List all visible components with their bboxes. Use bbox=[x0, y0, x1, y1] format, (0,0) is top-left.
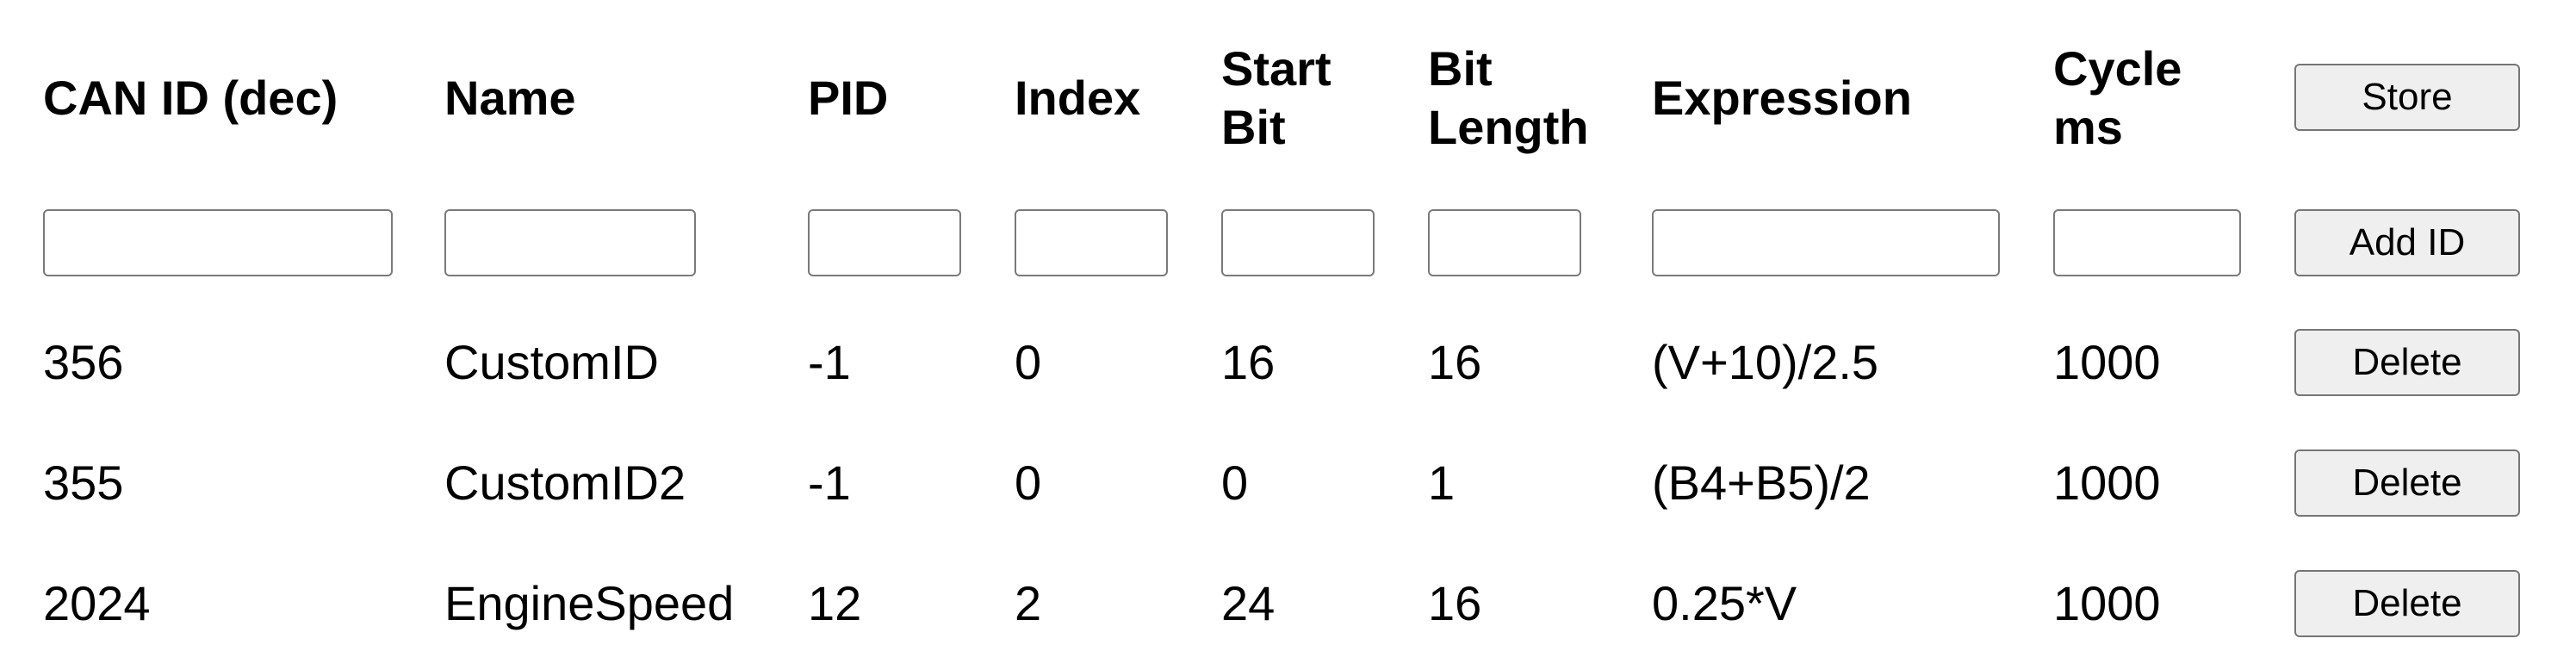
header-bit-length: Bit Length bbox=[1428, 41, 1589, 154]
can-id-input[interactable] bbox=[43, 209, 393, 276]
store-button[interactable]: Store bbox=[2294, 64, 2520, 131]
header-index: Index bbox=[1015, 71, 1141, 125]
cell-pid: 12 bbox=[808, 576, 862, 630]
index-input[interactable] bbox=[1015, 209, 1168, 276]
start-bit-input[interactable] bbox=[1221, 209, 1375, 276]
cell-name: EngineSpeed bbox=[444, 576, 735, 630]
cell-start-bit: 0 bbox=[1221, 456, 1249, 510]
header-name: Name bbox=[444, 71, 576, 125]
cell-start-bit: 16 bbox=[1221, 335, 1276, 389]
expression-input[interactable] bbox=[1652, 209, 2000, 276]
cell-index: 0 bbox=[1015, 456, 1042, 510]
cycle-ms-input[interactable] bbox=[2053, 209, 2241, 276]
cell-index: 2 bbox=[1015, 576, 1042, 630]
cell-bit-length: 1 bbox=[1428, 456, 1456, 510]
cell-cycle-ms: 1000 bbox=[2053, 576, 2161, 630]
cell-expression: (V+10)/2.5 bbox=[1652, 335, 1879, 389]
delete-button[interactable]: Delete bbox=[2294, 449, 2520, 517]
header-can-id: CAN ID (dec) bbox=[43, 71, 338, 125]
cell-bit-length: 16 bbox=[1428, 335, 1482, 389]
cell-expression: 0.25*V bbox=[1652, 576, 1797, 630]
cell-pid: -1 bbox=[808, 456, 851, 510]
delete-button[interactable]: Delete bbox=[2294, 329, 2520, 396]
cell-expression: (B4+B5)/2 bbox=[1652, 456, 1871, 510]
cell-cycle-ms: 1000 bbox=[2053, 335, 2161, 389]
cell-name: CustomID2 bbox=[444, 456, 686, 510]
add-id-button[interactable]: Add ID bbox=[2294, 209, 2520, 276]
header-expression: Expression bbox=[1652, 71, 1912, 125]
cell-pid: -1 bbox=[808, 335, 851, 389]
header-cycle-ms: Cycle ms bbox=[2053, 41, 2182, 154]
delete-button[interactable]: Delete bbox=[2294, 570, 2520, 637]
cell-can-id: 355 bbox=[43, 456, 124, 510]
cell-bit-length: 16 bbox=[1428, 576, 1482, 630]
cell-start-bit: 24 bbox=[1221, 576, 1276, 630]
name-input[interactable] bbox=[444, 209, 696, 276]
header-pid: PID bbox=[808, 71, 889, 125]
cell-name: CustomID bbox=[444, 335, 659, 389]
bit-length-input[interactable] bbox=[1428, 209, 1581, 276]
cell-index: 0 bbox=[1015, 335, 1042, 389]
cell-can-id: 2024 bbox=[43, 576, 151, 630]
header-start-bit: Start Bit bbox=[1221, 41, 1331, 154]
pid-input[interactable] bbox=[808, 209, 961, 276]
cell-can-id: 356 bbox=[43, 335, 124, 389]
cell-cycle-ms: 1000 bbox=[2053, 456, 2161, 510]
